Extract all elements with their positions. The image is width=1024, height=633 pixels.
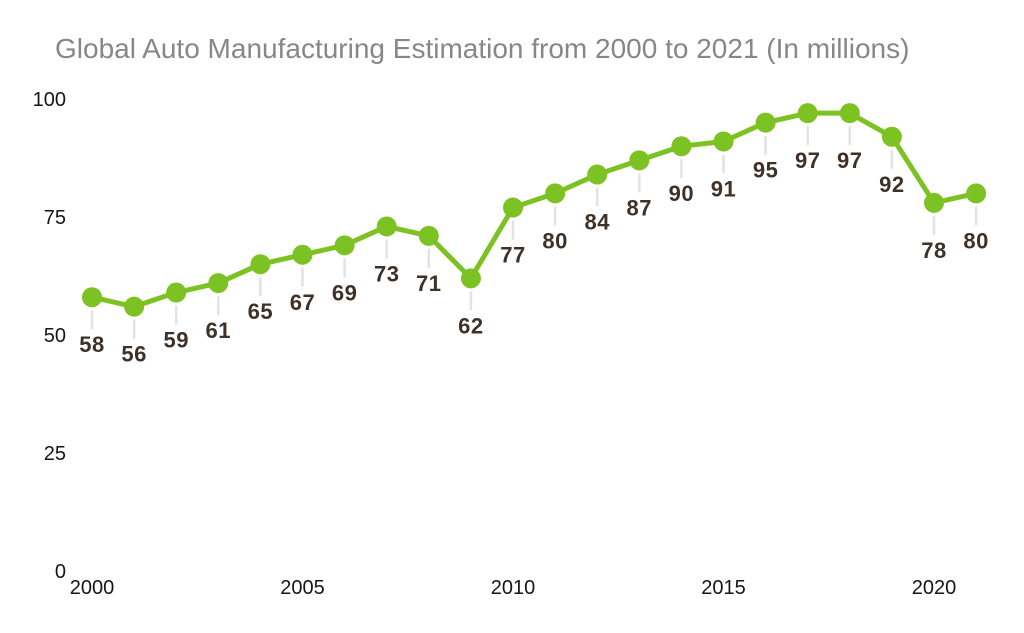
x-axis-tick-labels: 2000 2005 2010 2015 2020: [70, 577, 957, 599]
data-label-2002: 59: [163, 328, 188, 353]
data-point-2004: [250, 254, 271, 275]
y-tick-100: 100: [33, 89, 66, 111]
series-line: [89, 110, 979, 310]
data-label-2008: 71: [416, 271, 441, 296]
x-tick-2000: 2000: [70, 577, 115, 599]
data-point-2001: [124, 296, 145, 317]
data-label-2019: 92: [879, 172, 904, 197]
data-point-2005: [292, 244, 313, 265]
data-point-2002: [166, 282, 187, 303]
data-point-2012: [587, 164, 608, 185]
chart-title: Global Auto Manufacturing Estimation fro…: [55, 33, 910, 64]
data-label-2013: 87: [627, 195, 652, 220]
data-label-2018: 97: [837, 148, 862, 173]
data-label-2006: 69: [332, 280, 357, 305]
data-label-2003: 61: [206, 318, 231, 343]
data-label-2004: 65: [248, 299, 273, 324]
data-label-2010: 77: [500, 243, 525, 268]
y-tick-50: 50: [44, 325, 66, 347]
data-point-2015: [713, 131, 734, 152]
data-point-2014: [671, 136, 692, 157]
data-label-2015: 91: [711, 176, 736, 201]
data-label-2020: 78: [921, 238, 946, 263]
data-point-2020: [924, 192, 944, 213]
data-label-leader-lines: [90, 126, 978, 339]
x-tick-2010: 2010: [491, 577, 536, 599]
data-point-2008: [418, 225, 439, 246]
y-tick-0: 0: [55, 561, 66, 583]
x-tick-2015: 2015: [701, 577, 746, 599]
series-polyline: [89, 110, 979, 310]
x-tick-2005: 2005: [280, 577, 325, 599]
data-point-2009: [460, 268, 481, 289]
data-point-2021: [966, 183, 987, 204]
y-axis-tick-labels: 0 25 50 75 100: [33, 89, 66, 583]
data-point-2017: [797, 103, 818, 124]
data-point-2018: [839, 103, 860, 124]
data-label-2009: 62: [458, 313, 483, 338]
data-label-2000: 58: [79, 332, 104, 357]
data-labels: 58 56 59 61 65 67 69 73 71 62 77 80 84 87 90 91 95 97 97 92…: [79, 148, 988, 367]
data-point-2006: [334, 235, 355, 256]
data-label-2014: 90: [669, 181, 694, 206]
data-point-2013: [629, 150, 650, 171]
y-tick-25: 25: [44, 443, 66, 465]
data-point-2011: [545, 183, 566, 204]
data-label-2007: 73: [374, 261, 399, 286]
data-label-2011: 80: [542, 228, 567, 253]
data-label-2021: 80: [963, 228, 988, 253]
data-label-2001: 56: [121, 342, 146, 367]
data-point-2019: [881, 126, 902, 147]
data-point-2016: [755, 112, 776, 133]
data-label-2012: 84: [584, 210, 610, 235]
data-label-2016: 95: [753, 158, 778, 183]
x-tick-2020: 2020: [912, 577, 957, 599]
data-point-markers: [82, 103, 987, 317]
data-point-2007: [376, 216, 397, 237]
data-label-2005: 67: [290, 290, 315, 315]
data-point-2003: [208, 273, 229, 294]
data-point-2010: [503, 197, 523, 218]
data-label-2017: 97: [795, 148, 820, 173]
data-point-2000: [82, 287, 102, 308]
y-tick-75: 75: [44, 207, 66, 229]
